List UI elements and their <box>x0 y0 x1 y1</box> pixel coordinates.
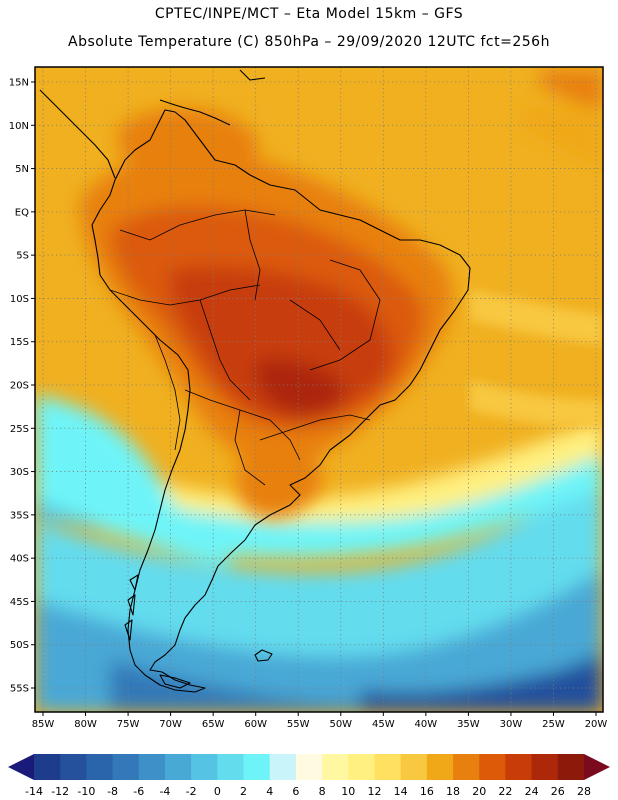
colorbar-under-arrow <box>8 754 34 780</box>
colorbar-label: 16 <box>420 785 434 798</box>
lon-label: 80W <box>74 719 97 730</box>
lat-label: 15N <box>9 78 29 89</box>
lat-label: 5N <box>15 164 29 175</box>
colorbar-label: -8 <box>107 785 118 798</box>
colorbar-label: -4 <box>159 785 170 798</box>
colorbar-swatch <box>112 754 140 780</box>
colorbar-swatch <box>295 754 323 780</box>
lat-label: 45S <box>10 597 29 608</box>
lat-label: 10S <box>10 294 29 305</box>
lat-label: 25S <box>10 424 29 435</box>
colorbar-label: -12 <box>51 785 69 798</box>
chart-subtitle: Absolute Temperature (C) 850hPa – 29/09/… <box>68 34 550 50</box>
colorbar-label: 8 <box>319 785 326 798</box>
latitude-labels: 15N 10N 5N EQ 5S 10S 15S 20S 25S 30S 35S 40S 45S 50S 5… <box>9 78 29 695</box>
lon-label: 45W <box>372 719 395 730</box>
lat-label: 5S <box>16 251 29 262</box>
lat-label: 35S <box>10 510 29 521</box>
colorbar-swatch <box>479 754 506 780</box>
colorbar-swatch <box>217 754 245 780</box>
colorbar-swatch <box>531 754 559 780</box>
colorbar-swatch <box>60 754 87 780</box>
colorbar-swatch <box>322 754 349 780</box>
plot-frame <box>34 66 604 713</box>
lat-label: EQ <box>15 207 29 218</box>
lon-label: 60W <box>244 719 267 730</box>
colorbar-swatch <box>191 754 218 780</box>
colorbar-swatch <box>86 754 114 780</box>
colorbar-label: -2 <box>186 785 197 798</box>
lon-label: 35W <box>457 719 480 730</box>
colorbar-label: 18 <box>446 785 460 798</box>
colorbar-label: 24 <box>525 785 539 798</box>
lat-label: 30S <box>10 467 29 478</box>
lon-label: 20W <box>585 719 608 730</box>
lon-label: 25W <box>542 719 565 730</box>
lon-label: 55W <box>287 719 310 730</box>
colorbar-label: 2 <box>240 785 247 798</box>
colorbar: -14 -12 -10 -8 -6 -4 -2 0 2 4 6 8 10 12 14 16 18 20 22 24 26… <box>8 754 610 798</box>
colorbar-label: -6 <box>133 785 144 798</box>
colorbar-swatch <box>138 754 166 780</box>
colorbar-swatch <box>400 754 428 780</box>
colorbar-label: 14 <box>394 785 408 798</box>
colorbar-swatch <box>34 754 61 780</box>
colorbar-swatch <box>243 754 271 780</box>
colorbar-label: 12 <box>367 785 381 798</box>
colorbar-label: 10 <box>341 785 355 798</box>
colorbar-label: 26 <box>551 785 565 798</box>
chart-title: CPTEC/INPE/MCT – Eta Model 15km – GFS <box>154 6 464 22</box>
colorbar-swatch <box>164 754 192 780</box>
colorbar-label: -14 <box>25 785 43 798</box>
lat-label: 15S <box>10 337 29 348</box>
temperature-field <box>35 67 603 712</box>
lat-label: 40S <box>10 554 29 565</box>
colorbar-label: 6 <box>292 785 299 798</box>
colorbar-swatch <box>505 754 533 780</box>
lon-label: 30W <box>500 719 523 730</box>
colorbar-label: 22 <box>498 785 512 798</box>
colorbar-label: 28 <box>577 785 591 798</box>
colorbar-label: 20 <box>472 785 486 798</box>
lon-label: 65W <box>202 719 225 730</box>
axis-ticks <box>31 81 597 716</box>
lat-label: 10N <box>9 121 29 132</box>
colorbar-swatch <box>557 754 585 780</box>
colorbar-label: -10 <box>77 785 95 798</box>
colorbar-label: 0 <box>214 785 221 798</box>
colorbar-over-arrow <box>584 754 610 780</box>
colorbar-label: 4 <box>266 785 273 798</box>
lon-label: 75W <box>117 719 140 730</box>
lat-label: 20S <box>10 381 29 392</box>
longitude-labels: 85W 80W 75W 70W 65W 60W 55W 50W 45W 40W 35W 30W 25W 2… <box>32 719 608 730</box>
lon-label: 70W <box>159 719 182 730</box>
colorbar-swatch <box>426 754 454 780</box>
colorbar-swatch <box>374 754 402 780</box>
country-borders <box>109 209 381 486</box>
lat-label: 55S <box>10 684 29 695</box>
lon-label: 40W <box>415 719 438 730</box>
lon-label: 50W <box>329 719 352 730</box>
colorbar-swatch <box>269 754 297 780</box>
lat-label: 50S <box>10 640 29 651</box>
lon-label: 85W <box>32 719 55 730</box>
colorbar-swatch <box>348 754 375 780</box>
colorbar-swatch <box>453 754 480 780</box>
coastline <box>39 69 471 693</box>
